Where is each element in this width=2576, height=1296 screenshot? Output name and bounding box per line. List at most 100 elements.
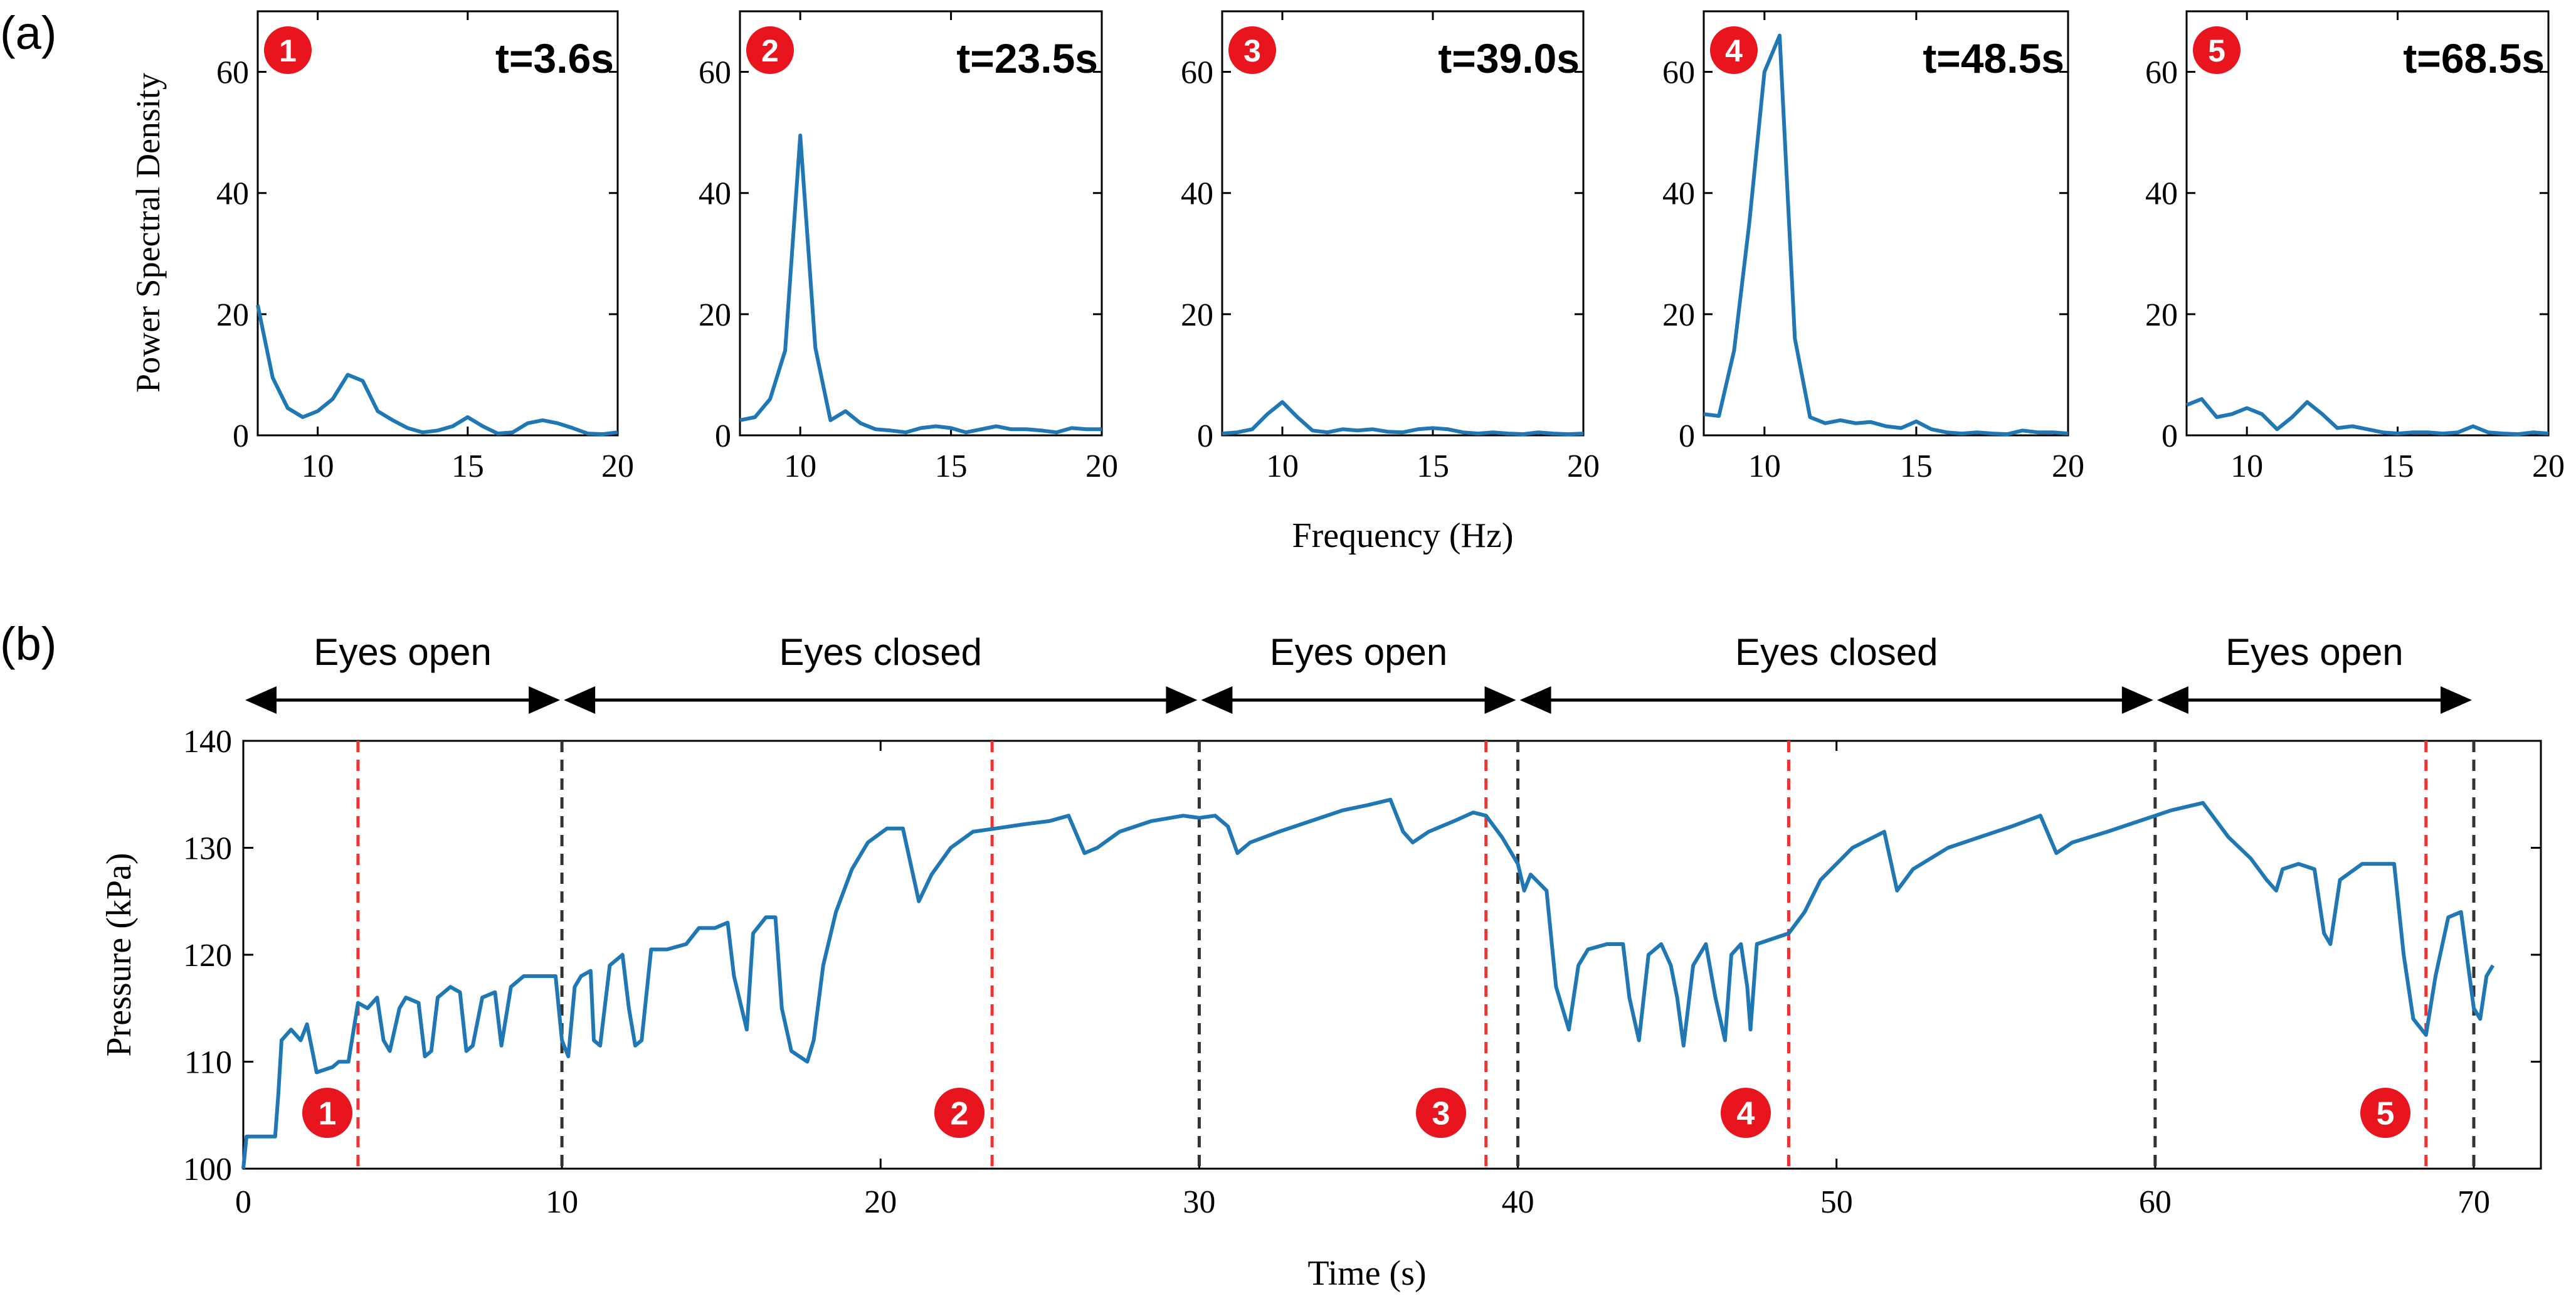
x-tick-label: 10 [1266, 449, 1299, 484]
arrow-head-right [2441, 686, 2472, 714]
panel-a-label: (a) [0, 7, 56, 59]
phase-arrow-4: Eyes closed [1519, 631, 2153, 714]
badge-circle [1710, 26, 1758, 74]
x-tick-label: 10 [784, 449, 816, 484]
y-tick-label: 140 [183, 724, 232, 760]
arrow-head-right [529, 686, 561, 714]
phase-label: Eyes open [1270, 631, 1448, 673]
y-tick-label: 60 [1181, 55, 1213, 91]
psd-chart-2: 0 20 40 60 10 15 20 t=23.5s 2 [699, 10, 1118, 484]
badge-5: 5 [2193, 26, 2241, 74]
arrow-head-left [2156, 686, 2188, 714]
x-tick-label: 15 [935, 449, 968, 484]
badge-number: 3 [1243, 33, 1261, 68]
x-tick-label: 10 [546, 1184, 578, 1220]
y-tick-label: 100 [183, 1152, 232, 1187]
x-tick-label: 20 [2052, 449, 2084, 484]
x-tick-label: 20 [864, 1184, 897, 1220]
psd-line [739, 134, 1102, 435]
y-axis-label: Power Spectral Density [129, 73, 167, 393]
pressure-panel: 100 110 120 130 140 0 10 20 30 40 50 60 70 1 2 3 4 5 Eyes … [100, 631, 2542, 1293]
y-tick-label: 60 [216, 55, 249, 91]
badge-2: 2 [934, 1088, 984, 1138]
x-tick-label: 15 [451, 449, 484, 484]
badge-4: 4 [1710, 26, 1758, 74]
badge-number: 4 [1737, 1096, 1755, 1132]
badge-number: 1 [279, 33, 297, 68]
panel-b-label: (b) [0, 618, 56, 670]
y-axis-label: Pressure (kPa) [100, 852, 139, 1056]
plot-frame [1702, 10, 2069, 437]
badge-5: 5 [2360, 1088, 2410, 1138]
badge-number: 4 [1725, 33, 1743, 68]
arrow-head-left [1201, 686, 1233, 714]
x-axis-label: Time (s) [1307, 1254, 1426, 1293]
plot-frame [2185, 10, 2550, 437]
phase-arrow-5: Eyes open [2156, 631, 2472, 714]
badge-circle [2193, 26, 2241, 74]
x-tick-label: 15 [1900, 449, 1933, 484]
phase-label: Eyes open [314, 631, 492, 673]
plot-frame [739, 10, 1103, 437]
psd-chart-1: 0 20 40 60 10 15 20 t=3.6s 1 Power Spectral Densi… [129, 10, 634, 484]
x-tick-label: 30 [1183, 1184, 1215, 1220]
psd-line [1222, 400, 1584, 437]
psd-title: t=3.6s [495, 35, 614, 82]
y-tick-label: 60 [1662, 55, 1695, 91]
badge-number: 5 [2208, 33, 2225, 68]
y-tick-label: 20 [1181, 297, 1213, 333]
psd-title: t=48.5s [1923, 35, 2064, 82]
y-tick-label: 110 [184, 1045, 232, 1081]
badge-circle [1721, 1088, 1771, 1138]
badge-2: 2 [746, 26, 794, 74]
psd-line [1703, 33, 2069, 437]
arrow-head-right [2121, 686, 2153, 714]
plot-frame [1221, 10, 1585, 437]
badge-number: 3 [1432, 1096, 1450, 1132]
psd-title: t=23.5s [956, 35, 1098, 82]
x-tick-label: 15 [1417, 449, 1449, 484]
badge-1: 1 [302, 1088, 352, 1138]
x-tick-label: 40 [1502, 1184, 1534, 1220]
arrow-head-right [1166, 686, 1198, 714]
y-tick-label: 0 [715, 418, 731, 454]
y-tick-label: 20 [2145, 297, 2178, 333]
y-tick-label: 40 [1662, 176, 1695, 212]
arrow-head-left [245, 686, 277, 714]
arrow-head-right [1484, 686, 1516, 714]
badge-circle [746, 26, 794, 74]
badge-circle [2360, 1088, 2410, 1138]
y-tick-label: 0 [2162, 418, 2178, 454]
x-tick-label: 20 [2532, 449, 2565, 484]
psd-line [256, 304, 618, 437]
badge-number: 2 [951, 1096, 969, 1132]
phase-label: Eyes closed [1735, 631, 1938, 673]
y-tick-label: 20 [699, 297, 731, 333]
y-tick-label: 20 [216, 297, 249, 333]
x-tick-label: 0 [235, 1184, 251, 1220]
badge-number: 2 [761, 33, 779, 68]
y-tick-label: 40 [699, 176, 731, 212]
arrow-head-left [1519, 686, 1551, 714]
x-tick-label: 60 [2139, 1184, 2172, 1220]
badge-circle [1228, 26, 1276, 74]
badge-3: 3 [1416, 1088, 1466, 1138]
y-tick-label: 0 [233, 418, 249, 454]
badge-1: 1 [264, 26, 312, 74]
psd-chart-5: 0 20 40 60 10 15 20 t=68.5s 5 [2145, 10, 2565, 484]
x-tick-label: 10 [302, 449, 334, 484]
psd-title: t=39.0s [1438, 35, 1580, 82]
psd-chart-3: 0 20 40 60 10 15 20 t=39.0s 3 Frequency (Hz) [1181, 10, 1600, 555]
phase-label: Eyes closed [779, 631, 983, 673]
badge-3: 3 [1228, 26, 1276, 74]
badge-number: 1 [319, 1096, 337, 1132]
badge-4: 4 [1721, 1088, 1771, 1138]
badge-circle [1416, 1088, 1466, 1138]
x-axis-label: Frequency (Hz) [1292, 516, 1514, 555]
x-tick-label: 20 [601, 449, 634, 484]
plot-frame [256, 10, 619, 437]
psd-line [2185, 397, 2549, 437]
x-tick-label: 50 [1820, 1184, 1853, 1220]
